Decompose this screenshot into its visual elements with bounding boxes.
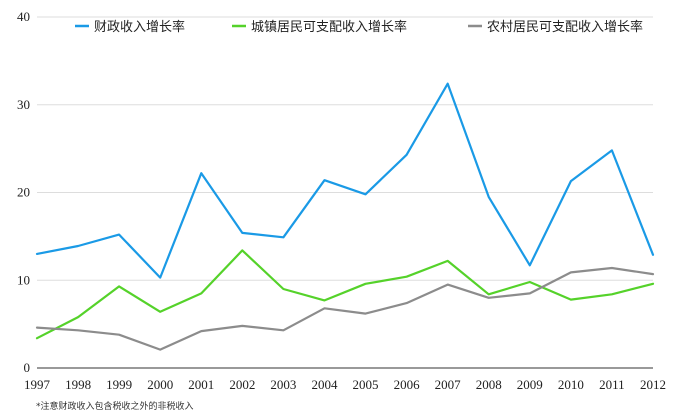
x-axis-tick-labels: 1997 1998 1999 2000 2001 2002 2003 2004 2005 2006…	[24, 377, 666, 392]
x-tick-label: 2000	[147, 377, 173, 392]
legend-label-1: 财政收入增长率	[94, 19, 185, 35]
series-lines	[35, 82, 655, 351]
x-tick-label: 2010	[558, 377, 584, 392]
x-tick-label: 2002	[229, 377, 255, 392]
legend-label-2: 城镇居民可支配收入增长率	[251, 19, 407, 35]
x-tick-label: 1999	[106, 377, 132, 392]
series-line-3	[35, 266, 655, 351]
series-line-2	[35, 249, 655, 340]
y-tick-label: 30	[17, 97, 30, 112]
footnote: *注意财政收入包含税收之外的非税收入	[36, 400, 194, 412]
x-tick-label: 2011	[599, 377, 625, 392]
y-tick-label: 40	[17, 9, 30, 24]
x-tick-label: 2009	[517, 377, 543, 392]
series-line-1	[35, 82, 655, 279]
x-tick-label: 2012	[640, 377, 666, 392]
legend: 财政收入增长率 城镇居民可支配收入增长率 农村居民可支配收入增长率	[75, 19, 643, 35]
x-tick-label: 2001	[188, 377, 214, 392]
x-tick-label: 2005	[353, 377, 379, 392]
y-tick-label: 20	[17, 185, 30, 200]
grid-lines	[37, 16, 653, 369]
y-tick-label: 10	[17, 272, 30, 287]
x-tick-label: 1997	[24, 377, 51, 392]
y-tick-label: 0	[24, 360, 31, 375]
x-tick-label: 2007	[435, 377, 462, 392]
x-tick-label: 2008	[476, 377, 502, 392]
x-tick-label: 2004	[311, 377, 338, 392]
x-tick-label: 2003	[270, 377, 296, 392]
x-tick-label: 2006	[394, 377, 421, 392]
legend-label-3: 农村居民可支配收入增长率	[487, 19, 643, 35]
y-axis-tick-labels: 0 10 20 30 40	[17, 9, 30, 375]
x-tick-label: 1998	[65, 377, 91, 392]
